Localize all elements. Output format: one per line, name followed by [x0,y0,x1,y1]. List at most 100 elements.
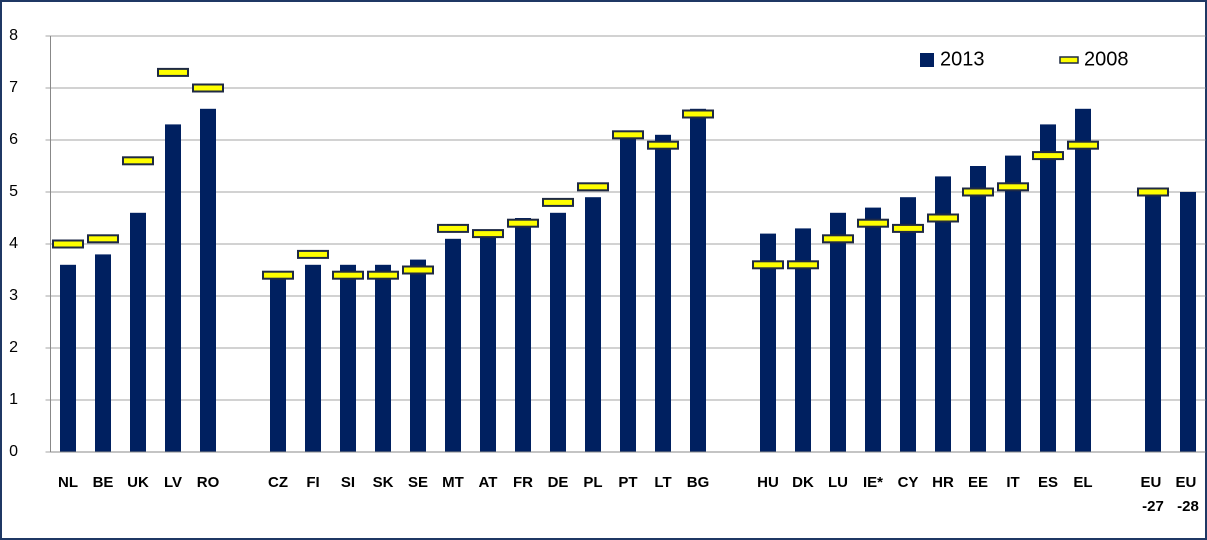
marker [647,140,679,150]
marker [1137,187,1169,197]
x-tick-label: ES [1038,474,1058,491]
y-tick-label: 5 [9,183,18,200]
x-tick-label: CZ [268,474,288,491]
x-tick-label: CY [898,474,919,491]
x-tick-label: EE [968,474,988,491]
marker [927,213,959,223]
x-tick-label: DK [792,474,814,491]
bar [760,233,776,452]
marker [52,239,84,249]
marker [612,130,644,140]
bar [445,238,461,452]
x-tick-label: DE [548,474,569,491]
x-tick-label: BE [93,474,114,491]
y-tick-label: 1 [9,391,18,408]
bar [620,134,636,453]
marker [192,83,224,93]
bar [1040,124,1056,453]
bar [1145,192,1161,452]
legend-label: 2008 [1084,48,1129,70]
bar [865,207,881,452]
bar [1075,108,1091,453]
marker [577,182,609,192]
marker [1032,151,1064,161]
legend-label: 2013 [940,48,985,70]
marker [787,260,819,270]
legend-swatch [1059,56,1079,64]
marker [297,249,329,259]
bar [970,166,986,452]
marker [542,197,574,207]
x-tick-label: SK [373,474,394,491]
marker [157,67,189,77]
marker [752,260,784,270]
bar [305,264,321,452]
x-tick-label: EU -27 [1140,474,1165,515]
x-tick-label: SE [408,474,428,491]
marker [402,265,434,275]
x-tick-label: FI [306,474,319,491]
x-tick-label: EU -28 [1175,474,1200,515]
x-tick-label: AT [479,474,498,491]
marker [122,156,154,166]
marker [892,223,924,233]
bar [935,176,951,452]
x-tick-label: MT [442,474,464,491]
bar [585,197,601,452]
marker [262,270,294,280]
x-tick-label: UK [127,474,149,491]
x-tick-label: FR [513,474,533,491]
x-tick-label: LV [164,474,182,491]
x-tick-label: IE* [863,474,883,491]
y-tick-label: 8 [9,27,18,44]
bar [550,212,566,452]
marker [507,218,539,228]
y-tick-label: 2 [9,339,18,356]
marker [1067,140,1099,150]
y-tick-label: 3 [9,287,18,304]
bar [1180,192,1196,452]
bar [515,218,531,452]
x-tick-label: HR [932,474,954,491]
bar [655,134,671,453]
marker [997,182,1029,192]
bar [165,124,181,453]
y-tick-label: 7 [9,79,18,96]
y-tick-label: 6 [9,131,18,148]
bar [1005,155,1021,452]
x-tick-label: PT [618,474,637,491]
x-tick-label: NL [58,474,78,491]
marker [437,223,469,233]
x-tick-label: LT [654,474,671,491]
marker [87,234,119,244]
x-tick-label: RO [197,474,220,491]
bar [375,264,391,452]
bar [410,259,426,452]
x-tick-label: EL [1073,474,1092,491]
bar [270,275,286,452]
y-tick-label: 0 [9,443,18,460]
marker [472,229,504,239]
bar [200,108,216,453]
legend-swatch [920,53,934,67]
marker [822,234,854,244]
bar [830,212,846,452]
y-tick-label: 4 [9,235,18,252]
x-tick-label: SI [341,474,355,491]
marker [682,109,714,119]
bar [795,228,811,452]
x-tick-label: IT [1006,474,1019,491]
bar [900,197,916,452]
bar [60,264,76,452]
x-tick-label: BG [687,474,710,491]
bar [690,108,706,453]
x-tick-label: PL [583,474,602,491]
marker [332,270,364,280]
bar [340,264,356,452]
bar [480,233,496,452]
marker [367,270,399,280]
bar [130,212,146,452]
x-tick-label: LU [828,474,848,491]
